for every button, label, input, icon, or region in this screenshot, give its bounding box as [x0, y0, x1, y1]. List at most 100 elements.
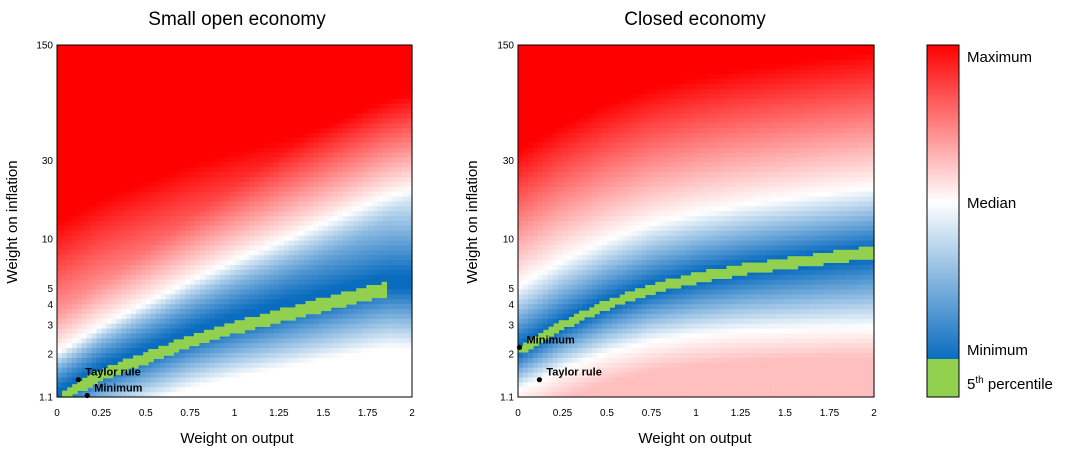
heatmap-cell [145, 338, 152, 344]
heatmap-cell [229, 294, 236, 300]
heatmap-cell [313, 93, 319, 100]
heatmap-cell [71, 216, 78, 222]
heatmap-cell [214, 191, 221, 198]
heatmap-cell [126, 89, 132, 95]
heatmap-cell [269, 377, 275, 383]
heatmap-cell [259, 294, 265, 300]
heatmap-cell [269, 294, 275, 300]
heatmap-cell [283, 299, 290, 305]
heatmap-cell [71, 186, 78, 193]
heatmap-cell [372, 103, 379, 110]
heatmap-cell [91, 343, 98, 349]
heatmap-cell [234, 93, 241, 100]
heatmap-cell [239, 309, 245, 315]
heatmap-cell [278, 323, 285, 330]
heatmap-cell [283, 294, 290, 300]
heatmap-cell [333, 284, 339, 291]
heatmap-cell [86, 64, 93, 71]
heatmap-cell [264, 157, 270, 163]
heatmap-cell [121, 211, 127, 217]
heatmap-cell [264, 353, 270, 359]
heatmap-cell [209, 64, 216, 71]
heatmap-cell [121, 338, 127, 344]
heatmap-cell [150, 147, 157, 154]
heatmap-cell [111, 147, 117, 154]
heatmap-cell [313, 221, 319, 227]
heatmap-cell [180, 377, 186, 383]
heatmap-cell [264, 265, 270, 271]
heatmap-cell [180, 93, 186, 100]
heatmap-cell [111, 260, 117, 266]
heatmap-cell [86, 304, 93, 310]
heatmap-cell [199, 113, 206, 119]
heatmap-cell [195, 348, 201, 354]
heatmap-cell [209, 211, 216, 217]
heatmap-cell [101, 211, 107, 217]
heatmap-cell [145, 304, 152, 310]
heatmap-cell [328, 387, 334, 393]
heatmap-cell [204, 147, 211, 154]
heatmap-cell [155, 221, 162, 227]
heatmap-cell [155, 269, 162, 276]
heatmap-cell [372, 260, 379, 266]
heatmap-cell [313, 142, 319, 149]
heatmap-cell [333, 142, 339, 149]
heatmap-cell [298, 123, 305, 129]
heatmap-cell [180, 323, 186, 330]
heatmap-cell [66, 289, 73, 295]
heatmap-cell [219, 289, 226, 295]
heatmap-cell [57, 318, 63, 325]
heatmap-cell [372, 377, 379, 383]
y-axis-label: Weight on inflation [4, 160, 21, 283]
heatmap-cell [303, 216, 310, 222]
heatmap-cell [199, 186, 206, 193]
heatmap-cell [323, 240, 329, 247]
heatmap-cell [185, 382, 191, 388]
heatmap-cell [352, 79, 359, 85]
heatmap-cell [86, 167, 93, 173]
heatmap-cell [199, 69, 206, 75]
heatmap-cell [293, 230, 300, 237]
heatmap-cell [352, 133, 359, 139]
heatmap-cell [347, 328, 354, 335]
heatmap-cell [273, 133, 280, 139]
heatmap-cell [91, 211, 98, 217]
heatmap-cell [140, 137, 147, 144]
heatmap-cell [229, 240, 236, 247]
heatmap-cell [101, 186, 107, 193]
heatmap-cell [352, 313, 359, 320]
heatmap-cell [204, 142, 211, 149]
heatmap-cell [116, 137, 122, 144]
heatmap-cell [126, 45, 132, 51]
heatmap-cell [303, 211, 310, 217]
heatmap-cell [392, 98, 398, 105]
heatmap-cell [76, 167, 83, 173]
heatmap-cell [81, 191, 88, 198]
heatmap-cell [71, 54, 78, 61]
heatmap-cell [101, 54, 107, 61]
heatmap-cell [328, 59, 334, 66]
heatmap-cell [273, 387, 280, 393]
heatmap-cell [357, 318, 364, 325]
heatmap-cell [338, 284, 344, 291]
heatmap-cell [71, 265, 78, 271]
heatmap-cell [303, 230, 310, 237]
heatmap-cell [338, 59, 344, 66]
heatmap-cell [352, 387, 359, 393]
heatmap-cell [121, 49, 127, 56]
heatmap-cell [338, 260, 344, 266]
heatmap-cell [165, 265, 171, 271]
heatmap-cell [367, 299, 374, 305]
heatmap-cell [254, 221, 260, 227]
heatmap-cell [224, 108, 231, 115]
heatmap-cell [303, 181, 310, 188]
heatmap-cell [81, 69, 88, 75]
heatmap-cell [76, 274, 83, 281]
heatmap-cell [209, 377, 216, 383]
heatmap-cell [283, 93, 290, 100]
heatmap-cell [352, 74, 359, 80]
heatmap-cell [352, 206, 359, 212]
heatmap-cell [244, 64, 250, 71]
heatmap-cell [293, 128, 300, 134]
heatmap-cell [130, 372, 137, 379]
